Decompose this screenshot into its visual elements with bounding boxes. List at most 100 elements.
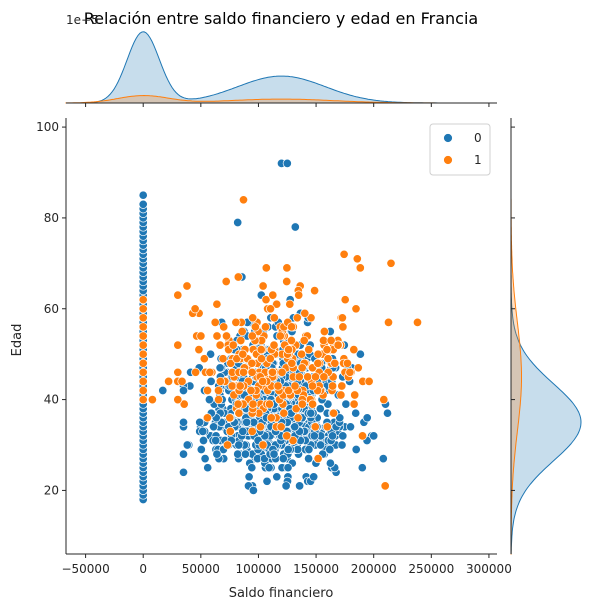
scatter-point-1 xyxy=(287,358,297,368)
scatter-point-0 xyxy=(281,481,291,491)
scatter-point-1 xyxy=(304,345,314,355)
scatter-point-0 xyxy=(178,449,189,459)
scatter-point-0 xyxy=(345,422,356,432)
legend-label-0: 0 xyxy=(474,131,482,145)
scatter-point-1 xyxy=(277,367,287,377)
scatter-point-1 xyxy=(333,340,343,350)
scatter-point-1 xyxy=(300,308,310,318)
scatter-point-1 xyxy=(247,426,257,436)
scatter-point-1 xyxy=(351,304,361,314)
scatter-point-1 xyxy=(210,317,220,327)
scatter-point-0 xyxy=(295,481,305,491)
x-axis-ticks: −50000 0 50000 100000 150000 200000 250000 3000… xyxy=(61,103,512,576)
scatter-point-1 xyxy=(213,385,224,396)
scatter-point-1 xyxy=(313,358,323,368)
scatter-point-1 xyxy=(349,345,359,355)
scatter-point-0 xyxy=(351,444,361,455)
scatter-point-0 xyxy=(341,399,351,409)
scatter-point-1 xyxy=(310,286,320,296)
scatter-point-1 xyxy=(233,272,243,282)
scatter-point-1 xyxy=(306,313,316,323)
x-tick-label: −50000 xyxy=(61,562,109,576)
scatter-point-1 xyxy=(190,304,200,314)
scatter-point-1 xyxy=(173,395,183,405)
scatter-point-0 xyxy=(178,467,189,477)
scatter-point-1 xyxy=(303,372,313,382)
scatter-point-1 xyxy=(330,358,340,368)
scatter-point-0 xyxy=(325,444,335,455)
scatter-point-0 xyxy=(198,435,209,446)
scatter-point-0 xyxy=(283,444,293,455)
scatter-point-1 xyxy=(287,322,297,332)
scatter-point-0 xyxy=(283,463,293,473)
scatter-point-1 xyxy=(279,408,289,418)
scatter-point-0 xyxy=(158,385,168,396)
scatter-point-0 xyxy=(309,472,319,482)
scatter-point-1 xyxy=(282,431,292,441)
scatter-point-1 xyxy=(269,340,279,350)
scatter-point-1 xyxy=(350,390,360,400)
scatter-point-0 xyxy=(304,444,314,455)
scatter-point-1 xyxy=(353,363,363,373)
scatter-point-1 xyxy=(337,381,347,391)
scatter-point-0 xyxy=(282,158,292,168)
scatter-point-1 xyxy=(138,331,148,341)
scatter-point-1 xyxy=(238,367,249,377)
scatter-point-1 xyxy=(147,395,157,405)
scatter-point-1 xyxy=(285,299,295,309)
scatter-point-1 xyxy=(138,295,148,305)
scatter-point-1 xyxy=(299,335,309,346)
scatter-point-0 xyxy=(362,413,372,423)
scatter-point-0 xyxy=(209,422,219,432)
scatter-point-1 xyxy=(284,385,294,396)
scatter-point-1 xyxy=(412,317,423,327)
scatter-point-1 xyxy=(307,381,318,391)
scatter-point-1 xyxy=(226,358,236,368)
y-tick-label: 20 xyxy=(44,483,59,497)
scatter-point-1 xyxy=(292,313,302,323)
scatter-point-1 xyxy=(138,340,148,350)
y-axis-ticks: 20 40 60 80 100 xyxy=(36,120,515,497)
scatter-point-1 xyxy=(258,440,268,450)
scatter-point-1 xyxy=(138,358,148,368)
scatter-point-1 xyxy=(268,290,278,300)
chart-title: Relación entre saldo financiero y edad e… xyxy=(84,9,478,28)
scatter-point-0 xyxy=(290,422,300,432)
scatter-point-1 xyxy=(256,345,266,355)
scatter-point-1 xyxy=(255,422,266,432)
scatter-point-1 xyxy=(328,381,338,391)
x-tick-label: 300000 xyxy=(466,562,512,576)
scatter-point-1 xyxy=(199,354,209,364)
scatter-point-1 xyxy=(322,345,332,355)
scatter-point-0 xyxy=(335,413,345,423)
y-tick-label: 100 xyxy=(36,120,59,134)
scatter-point-1 xyxy=(310,372,321,382)
scatter-point-1 xyxy=(272,299,282,309)
scatter-point-0 xyxy=(182,440,192,450)
scatter-point-1 xyxy=(294,372,304,382)
legend-marker-0 xyxy=(443,133,453,143)
scatter-point-1 xyxy=(313,349,323,359)
scatter-point-0 xyxy=(206,376,216,386)
scatter-point-1 xyxy=(219,322,229,332)
x-tick-label: 50000 xyxy=(182,562,220,576)
scatter-point-1 xyxy=(235,381,245,391)
scatter-point-0 xyxy=(304,454,314,464)
scatter-point-1 xyxy=(297,399,307,409)
scatter-point-1 xyxy=(340,295,350,305)
scatter-point-0 xyxy=(212,449,222,459)
x-tick-label: 100000 xyxy=(236,562,282,576)
scatter-point-1 xyxy=(336,390,346,400)
scatter-point-0 xyxy=(240,449,250,459)
scatter-point-1 xyxy=(138,385,148,396)
scatter-point-1 xyxy=(310,422,320,432)
scatter-point-1 xyxy=(237,326,247,337)
scatter-point-1 xyxy=(345,367,355,377)
scatter-point-1 xyxy=(218,354,228,364)
scatter-point-1 xyxy=(214,395,224,405)
scatter-point-0 xyxy=(178,385,189,396)
scatter-point-1 xyxy=(232,354,242,364)
scatter-point-0 xyxy=(378,454,388,464)
scatter-point-1 xyxy=(261,295,271,305)
